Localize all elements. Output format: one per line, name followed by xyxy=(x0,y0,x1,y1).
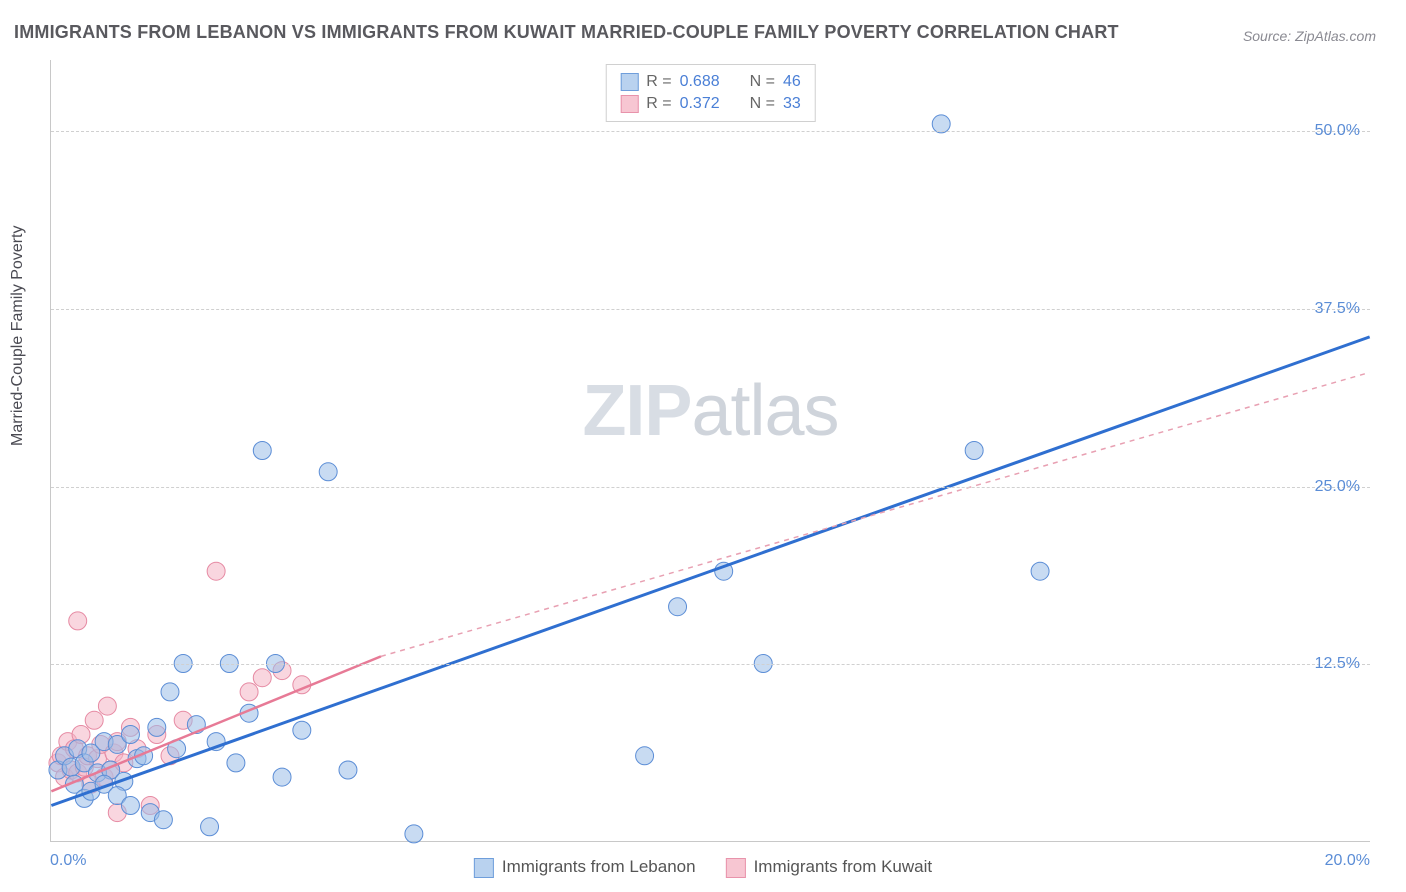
chart-title: IMMIGRANTS FROM LEBANON VS IMMIGRANTS FR… xyxy=(14,22,1119,43)
scatter-point xyxy=(253,442,271,460)
scatter-point xyxy=(98,697,116,715)
scatter-point xyxy=(253,669,271,687)
y-tick-label: 37.5% xyxy=(1315,300,1360,318)
scatter-point xyxy=(339,761,357,779)
legend-series: Immigrants from Lebanon Immigrants from … xyxy=(474,857,932,878)
y-tick-label: 25.0% xyxy=(1315,478,1360,496)
gridline xyxy=(51,487,1370,488)
trendline-lebanon xyxy=(51,337,1369,806)
y-axis-label: Married-Couple Family Poverty xyxy=(9,225,27,446)
x-tick-max: 20.0% xyxy=(1325,852,1370,870)
scatter-point xyxy=(273,768,291,786)
legend-n-label: N = xyxy=(750,95,775,113)
legend-n-label: N = xyxy=(750,73,775,91)
scatter-point xyxy=(965,442,983,460)
x-tick-min: 0.0% xyxy=(50,852,86,870)
legend-swatch-kuwait xyxy=(620,95,638,113)
legend-r-value: 0.688 xyxy=(680,73,720,91)
plot-area: ZIPatlas R = 0.688 N = 46 R = 0.372 N = … xyxy=(50,60,1370,842)
chart-container: IMMIGRANTS FROM LEBANON VS IMMIGRANTS FR… xyxy=(0,0,1406,892)
legend-r-value: 0.372 xyxy=(680,95,720,113)
legend-swatch-kuwait xyxy=(726,858,746,878)
y-tick-label: 12.5% xyxy=(1315,655,1360,673)
legend-r-label: R = xyxy=(646,73,671,91)
scatter-point xyxy=(293,721,311,739)
scatter-point xyxy=(161,683,179,701)
scatter-point xyxy=(201,818,219,836)
y-tick-label: 50.0% xyxy=(1315,122,1360,140)
scatter-point xyxy=(121,797,139,815)
legend-r-label: R = xyxy=(646,95,671,113)
scatter-point xyxy=(85,711,103,729)
legend-row-kuwait: R = 0.372 N = 33 xyxy=(620,93,801,115)
gridline xyxy=(51,131,1370,132)
scatter-point xyxy=(405,825,423,843)
legend-correlation: R = 0.688 N = 46 R = 0.372 N = 33 xyxy=(605,64,816,122)
scatter-point xyxy=(207,562,225,580)
scatter-point xyxy=(148,718,166,736)
scatter-point xyxy=(227,754,245,772)
scatter-point xyxy=(669,598,687,616)
scatter-point xyxy=(240,683,258,701)
plot-svg xyxy=(51,60,1370,841)
scatter-point xyxy=(1031,562,1049,580)
scatter-point xyxy=(319,463,337,481)
trendline-kuwait-extrapolated xyxy=(381,372,1370,656)
source-attribution: Source: ZipAtlas.com xyxy=(1243,28,1376,44)
gridline xyxy=(51,309,1370,310)
legend-item-kuwait: Immigrants from Kuwait xyxy=(726,857,933,878)
legend-item-lebanon: Immigrants from Lebanon xyxy=(474,857,696,878)
legend-swatch-lebanon xyxy=(620,73,638,91)
legend-swatch-lebanon xyxy=(474,858,494,878)
scatter-point xyxy=(636,747,654,765)
scatter-point xyxy=(121,726,139,744)
legend-row-lebanon: R = 0.688 N = 46 xyxy=(620,71,801,93)
scatter-point xyxy=(69,612,87,630)
gridline xyxy=(51,664,1370,665)
legend-n-value: 33 xyxy=(783,95,801,113)
legend-label: Immigrants from Lebanon xyxy=(502,857,696,876)
scatter-point xyxy=(154,811,172,829)
legend-n-value: 46 xyxy=(783,73,801,91)
legend-label: Immigrants from Kuwait xyxy=(754,857,933,876)
